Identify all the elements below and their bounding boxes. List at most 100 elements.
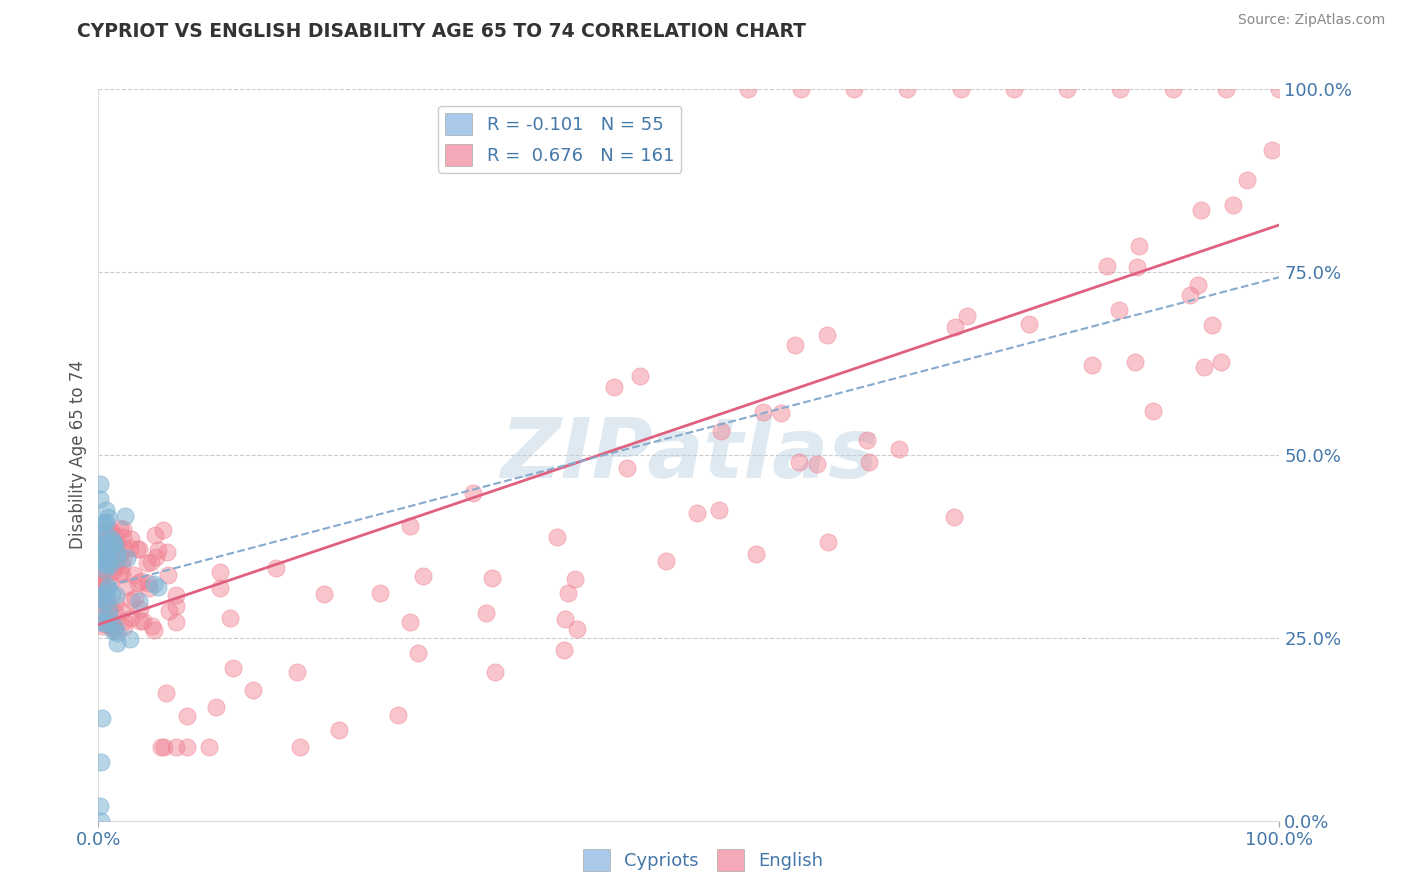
Point: [90, 619, 112, 633]
Point: [90, 581, 112, 595]
Point: [165, 589, 187, 603]
Point: [686, 507, 709, 521]
Point: [554, 611, 576, 625]
Point: [1081, 358, 1104, 372]
Point: [603, 380, 626, 394]
Point: [1215, 82, 1237, 96]
Point: [124, 591, 146, 606]
Point: [943, 320, 966, 334]
Point: [89, 591, 111, 606]
Point: [1236, 172, 1258, 186]
Point: [127, 542, 149, 557]
Point: [96, 547, 118, 561]
Point: [100, 620, 122, 634]
Point: [98, 575, 121, 590]
Point: [1268, 82, 1291, 96]
Point: [198, 740, 221, 755]
Point: [112, 614, 135, 628]
Point: [93, 599, 115, 613]
Point: [97, 603, 120, 617]
Point: [108, 566, 131, 580]
Point: [1260, 143, 1282, 157]
Point: [112, 530, 135, 544]
Point: [122, 568, 145, 582]
Point: [93, 540, 115, 554]
Point: [112, 620, 135, 634]
Point: [93, 551, 115, 566]
Point: [567, 622, 589, 636]
Point: [737, 82, 759, 96]
Point: [790, 82, 813, 96]
Point: [90, 557, 112, 571]
Point: [91, 549, 114, 564]
Point: [1002, 82, 1025, 96]
Point: [141, 618, 163, 632]
Point: [101, 533, 124, 547]
Point: [120, 532, 142, 546]
Point: [156, 544, 179, 558]
Point: [100, 549, 122, 564]
Point: [128, 602, 150, 616]
Point: [90, 578, 112, 592]
Point: [1108, 302, 1130, 317]
Point: [1178, 288, 1201, 302]
Point: [112, 541, 135, 556]
Point: [96, 593, 118, 607]
Point: [1161, 82, 1184, 96]
Point: [104, 620, 127, 634]
Point: [208, 565, 231, 579]
Point: [1222, 198, 1244, 212]
Point: [108, 521, 131, 535]
Point: [104, 559, 127, 574]
Point: [165, 615, 187, 630]
Point: [408, 646, 430, 660]
Text: Source: ZipAtlas.com: Source: ZipAtlas.com: [1237, 13, 1385, 28]
Point: [1095, 259, 1118, 273]
Point: [159, 604, 181, 618]
Point: [104, 596, 127, 610]
Point: [176, 740, 198, 755]
Point: [111, 604, 134, 618]
Point: [222, 661, 245, 675]
Point: [1056, 82, 1078, 96]
Point: [242, 682, 264, 697]
Point: [855, 434, 877, 448]
Point: [101, 564, 124, 578]
Point: [475, 606, 498, 620]
Point: [97, 581, 120, 595]
Point: [101, 588, 124, 602]
Point: [136, 556, 159, 570]
Point: [153, 740, 176, 755]
Point: [817, 535, 839, 549]
Point: [103, 618, 125, 632]
Point: [1192, 359, 1215, 374]
Point: [288, 740, 311, 755]
Point: [285, 665, 308, 680]
Point: [91, 711, 114, 725]
Point: [111, 558, 134, 573]
Point: [896, 82, 918, 96]
Point: [97, 599, 120, 613]
Point: [218, 611, 240, 625]
Point: [1018, 317, 1040, 331]
Point: [94, 616, 117, 631]
Point: [176, 709, 198, 723]
Point: [104, 605, 127, 619]
Point: [129, 574, 152, 588]
Point: [105, 636, 128, 650]
Point: [546, 530, 568, 544]
Point: [368, 585, 391, 599]
Point: [90, 814, 112, 828]
Point: [710, 424, 733, 438]
Point: [557, 586, 579, 600]
Point: [120, 611, 142, 625]
Point: [461, 485, 484, 500]
Point: [655, 554, 678, 568]
Legend: Cypriots, English: Cypriots, English: [575, 842, 831, 879]
Point: [89, 492, 111, 507]
Point: [105, 588, 128, 602]
Point: [128, 541, 150, 556]
Point: [104, 538, 127, 552]
Point: [943, 510, 966, 524]
Point: [481, 571, 503, 585]
